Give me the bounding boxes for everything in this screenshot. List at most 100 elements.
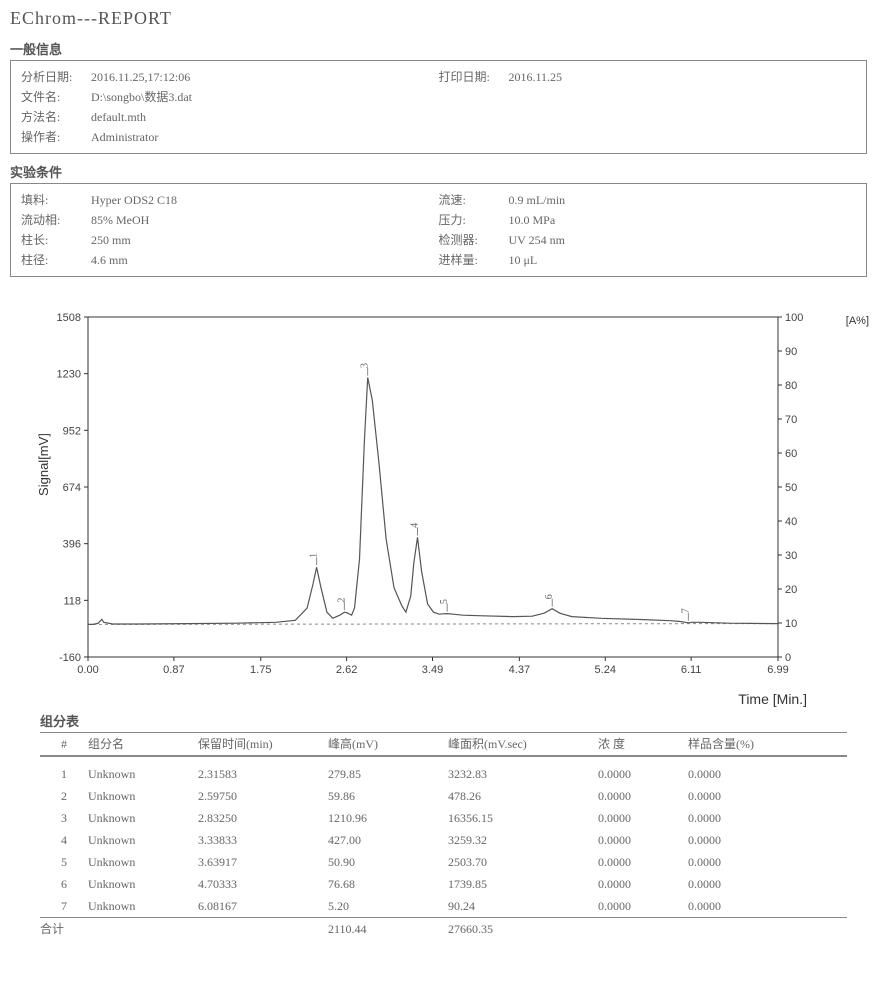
column-header: 峰面积(mV.sec) [448,733,598,755]
svg-text:6.11: 6.11 [681,664,702,676]
svg-text:118: 118 [63,595,81,607]
table-cell: 478.26 [448,785,598,807]
info-label: 流速: [439,190,509,210]
table-cell: 1739.85 [448,873,598,895]
table-cell: 6 [40,873,88,895]
info-label: 流动相: [21,210,91,230]
table-cell: 0.0000 [688,763,778,785]
svg-text:60: 60 [785,448,797,460]
table-cell: 5 [40,851,88,873]
table-cell: 2.59750 [198,785,328,807]
info-label: 打印日期: [439,67,509,87]
svg-text:1: 1 [309,553,320,558]
table-cell: 0.0000 [688,895,778,917]
svg-text:20: 20 [785,584,797,596]
svg-text:80: 80 [785,380,797,392]
svg-text:674: 674 [63,482,81,494]
conditions-header: 实验条件 [10,162,867,181]
table-cell: 4.70333 [198,873,328,895]
table-cell: 90.24 [448,895,598,917]
chromatogram-svg: -160118396674952123015080102030405060708… [40,307,820,687]
info-label: 文件名: [21,87,91,107]
table-cell: 0.0000 [688,873,778,895]
svg-text:396: 396 [63,539,81,551]
table-cell: 0.0000 [598,829,688,851]
info-value: Hyper ODS2 C18 [91,190,177,210]
table-cell: 3259.32 [448,829,598,851]
table-row: 6Unknown4.7033376.681739.850.00000.0000 [40,873,847,895]
svg-text:2.62: 2.62 [336,664,357,676]
table-cell: 3.63917 [198,851,328,873]
table-cell: Unknown [88,851,198,873]
svg-text:5: 5 [439,599,450,604]
info-label: 检测器: [439,230,509,250]
info-label: 操作者: [21,127,91,147]
info-label: 柱径: [21,250,91,270]
table-cell: 3 [40,807,88,829]
info-value: 4.6 mm [91,250,128,270]
info-value: 0.9 mL/min [509,190,566,210]
svg-text:70: 70 [785,414,797,426]
svg-text:90: 90 [785,346,797,358]
table-cell: 6.08167 [198,895,328,917]
general-info-box: 分析日期:2016.11.25,17:12:06打印日期:2016.11.25文… [10,60,867,154]
svg-text:0: 0 [785,652,791,664]
info-value: Administrator [91,127,158,147]
column-header: 样品含量(%) [688,733,778,755]
column-header: 保留时间(min) [198,733,328,755]
info-value: 2016.11.25 [509,67,563,87]
info-value: 10 μL [509,250,538,270]
table-cell: Unknown [88,763,198,785]
svg-text:5.24: 5.24 [595,664,616,676]
general-info-header: 一般信息 [10,39,867,58]
svg-text:4: 4 [410,523,421,528]
info-value: D:\songbo\数据3.dat [91,87,192,107]
total-height: 2110.44 [328,918,448,940]
report-title: EChrom---REPORT [10,8,867,29]
table-cell: 2 [40,785,88,807]
svg-text:4.37: 4.37 [509,664,530,676]
info-label: 柱长: [21,230,91,250]
table-cell: 5.20 [328,895,448,917]
table-cell: Unknown [88,829,198,851]
table-cell: 0.0000 [688,785,778,807]
info-label [439,87,509,107]
table-cell: 2.31583 [198,763,328,785]
info-label [439,107,509,127]
svg-text:40: 40 [785,516,797,528]
table-cell: 1210.96 [328,807,448,829]
table-cell: 16356.15 [448,807,598,829]
column-header: 峰高(mV) [328,733,448,755]
table-row: 3Unknown2.832501210.9616356.150.00000.00… [40,807,847,829]
conditions-box: 填料:Hyper ODS2 C18流速:0.9 mL/min流动相:85% Me… [10,183,867,277]
table-row: 1Unknown2.31583279.853232.830.00000.0000 [40,763,847,785]
info-label [439,127,509,147]
svg-text:3.49: 3.49 [422,664,443,676]
total-label: 合计 [40,918,88,940]
column-header: 浓 度 [598,733,688,755]
table-cell: Unknown [88,807,198,829]
chromatogram-chart: Signal[mV] [A%] -16011839667495212301508… [40,307,847,687]
info-label: 方法名: [21,107,91,127]
component-table-head-row: #组分名保留时间(min)峰高(mV)峰面积(mV.sec)浓 度样品含量(%) [40,732,847,757]
table-cell: 0.0000 [688,807,778,829]
info-value: 250 mm [91,230,131,250]
table-cell: 3.33833 [198,829,328,851]
table-row: 7Unknown6.081675.2090.240.00000.0000 [40,895,847,917]
info-label: 压力: [439,210,509,230]
svg-text:952: 952 [63,425,81,437]
table-cell: 0.0000 [688,829,778,851]
svg-text:0.87: 0.87 [163,664,184,676]
table-cell: 7 [40,895,88,917]
total-area: 27660.35 [448,918,598,940]
svg-text:30: 30 [785,550,797,562]
info-label: 进样量: [439,250,509,270]
component-table-total-row: 合计 2110.44 27660.35 [40,917,847,940]
table-cell: 2503.70 [448,851,598,873]
svg-text:1.75: 1.75 [250,664,271,676]
table-row: 4Unknown3.33833427.003259.320.00000.0000 [40,829,847,851]
table-cell: Unknown [88,785,198,807]
svg-text:1508: 1508 [57,312,81,324]
svg-text:6: 6 [544,594,555,599]
table-cell: 50.90 [328,851,448,873]
